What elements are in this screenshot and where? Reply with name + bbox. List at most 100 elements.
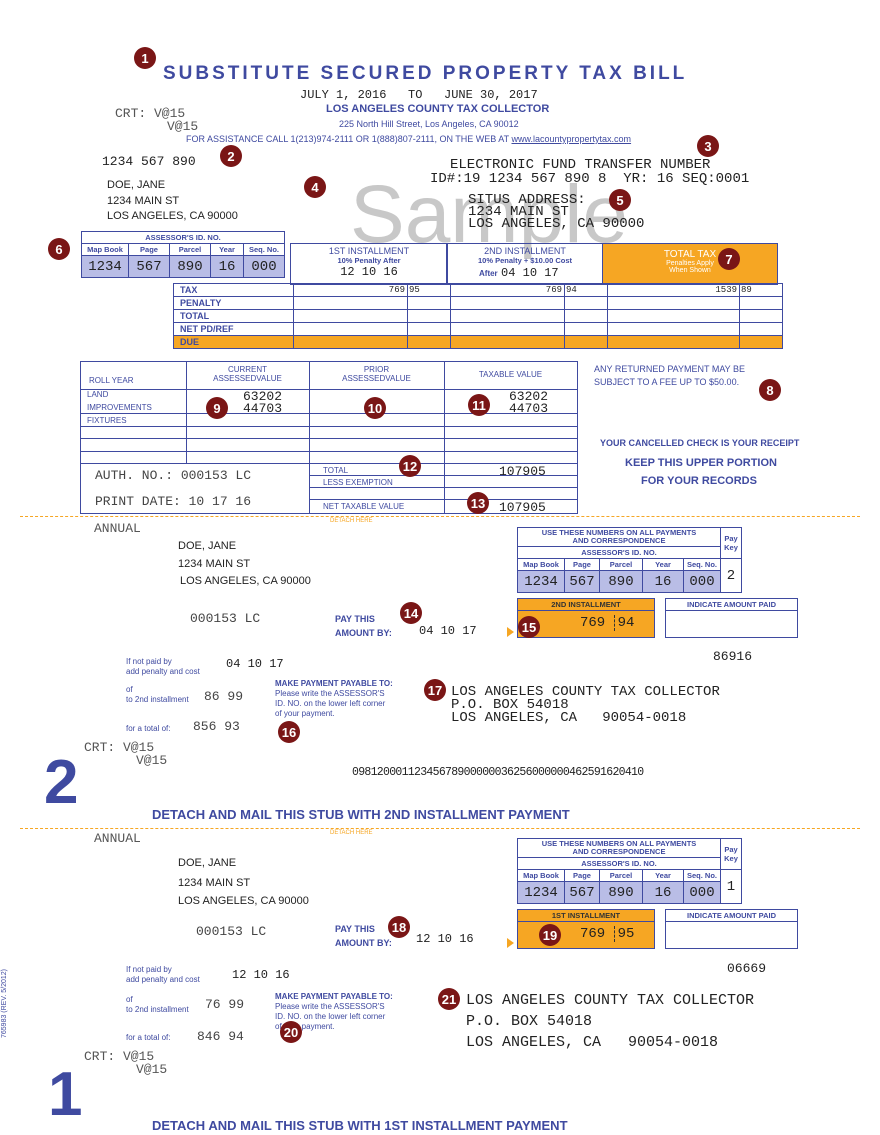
ain-col: Page [564, 869, 600, 882]
current-header-1: CURRENT [227, 365, 268, 374]
stub2-code: 86916 [713, 649, 753, 664]
stub2-indicate-box[interactable]: INDICATE AMOUNT PAID [665, 598, 798, 638]
stub2-amount-by: AMOUNT BY: [335, 628, 392, 638]
ain-page: 567 [564, 570, 600, 593]
stub2-paykey: 2 [720, 558, 742, 593]
ain-seq: 000 [683, 881, 721, 904]
stub2-payable: MAKE PAYMENT PAYABLE TO: Please write the… [275, 679, 393, 719]
ain-col: Year [642, 869, 684, 882]
to-2nd-label: to 2nd installment [126, 1005, 189, 1014]
payable-2: Please write the ASSESSOR'S [275, 689, 385, 698]
stub1-for-total: for a total of: [126, 1033, 171, 1042]
fixtures-label: FIXTURES [87, 416, 127, 425]
second-due-row: After 04 10 17 [447, 265, 603, 280]
first-due-date: 12 10 16 [340, 265, 398, 279]
taxable-header: TAXABLE VALUE [478, 370, 543, 379]
current-header-2: ASSESSEDVALUE [213, 374, 282, 383]
stub1-owner-street: 1234 MAIN ST [178, 877, 251, 889]
ain-col: Map Book [517, 558, 565, 571]
assistance-line: FOR ASSISTANCE CALL 1(213)974-2111 OR 1(… [186, 134, 631, 144]
owner-street: 1234 MAIN ST [107, 195, 180, 207]
keep-note-2: FOR YOUR RECORDS [641, 475, 757, 487]
if-not-2: add penalty and cost [126, 667, 200, 676]
owner-name: DOE, JANE [107, 179, 166, 191]
callout-2: 2 [220, 145, 242, 167]
detach-here: DETACH HERE [330, 518, 373, 524]
stub1-mail-address: LOS ANGELES COUNTY TAX COLLECTOR P.O. BOX… [466, 990, 754, 1053]
receipt-note: YOUR CANCELLED CHECK IS YOUR RECEIPT [600, 438, 800, 448]
detach-line [20, 516, 860, 517]
website-link[interactable]: www.lacountypropertytax.com [511, 134, 632, 144]
tax-second-dollars: 769 [450, 283, 565, 297]
second-installment-label: 2ND INSTALLMENT [484, 246, 566, 256]
stub1-penalty: 76 99 [205, 997, 245, 1012]
stub2-penalty: 86 99 [204, 689, 244, 704]
tax-first-cents: 95 [407, 283, 451, 297]
payable-1: MAKE PAYMENT PAYABLE TO: [275, 679, 393, 688]
stub2-crt: CRT: V@15 [84, 740, 155, 755]
total-value: 107905 [499, 464, 546, 479]
stub2-indicate-label: INDICATE AMOUNT PAID [666, 599, 797, 611]
ain-col: Year [642, 558, 684, 571]
values-table: CURRENT ASSESSEDVALUE PRIOR ASSESSEDVALUE … [80, 361, 578, 515]
stub2-total: 856 93 [193, 719, 240, 734]
improvements-label: IMPROVEMENTS [87, 403, 152, 412]
second-installment-box: 2ND INSTALLMENT 10% Penalty + $10.00 Cos… [446, 243, 604, 285]
callout-3: 3 [697, 135, 719, 157]
use-numbers-1: USE THESE NUMBERS ON ALL PAYMENTS [541, 528, 697, 537]
ain-col: Map Book [81, 243, 129, 256]
stub1-pay-this: PAY THIS [335, 924, 375, 934]
stub1-indicate-box[interactable]: INDICATE AMOUNT PAID [665, 909, 798, 949]
ain-col: Seq. No. [683, 869, 721, 882]
stub2-amount-row: 769 94 [518, 611, 654, 631]
stub2-paykey-label: Pay Key [720, 527, 742, 559]
stub1-ain-header: ASSESSOR'S ID. NO. [517, 857, 721, 870]
stub1-amount: 769 [580, 926, 606, 942]
ain-col: Parcel [599, 558, 643, 571]
callout-9: 9 [206, 397, 228, 419]
ain-col: Parcel [169, 243, 211, 256]
second-after: After [479, 269, 498, 278]
ain-year: 16 [642, 881, 684, 904]
stub2-arrow [507, 627, 514, 637]
returned-2: SUBJECT TO A FEE UP TO $50.00. [594, 377, 740, 387]
ain-year: 16 [210, 255, 244, 278]
stub1-amount-by: AMOUNT BY: [335, 938, 392, 948]
ain-col: Page [564, 558, 600, 571]
tax-row-label: TOTAL [173, 309, 294, 323]
stub1-penalty-date: 12 10 16 [232, 968, 290, 982]
watermark: Sample [350, 169, 629, 260]
tax-row-label: TAX [173, 283, 294, 297]
ain-mapbook: 1234 [517, 570, 565, 593]
situs-label: SITUS ADDRESS: [468, 192, 586, 208]
callout-6: 6 [48, 238, 70, 260]
auth-number: AUTH. NO.: 000153 LC [95, 468, 252, 483]
tax-total-cents: 89 [739, 283, 783, 297]
if-not-1: If not paid by [126, 657, 172, 666]
roll-year-label: ROLL YEAR [89, 376, 134, 385]
tax-second-cents: 94 [564, 283, 608, 297]
revision-code: 765983 (REV. 5/2012) [1, 968, 9, 1039]
addr-2: P.O. BOX 54018 [466, 1013, 593, 1030]
collector-name: LOS ANGELES COUNTY TAX COLLECTOR [326, 103, 550, 115]
ain-col: Year [210, 243, 244, 256]
stub1-lc: 000153 LC [196, 924, 267, 939]
callout-4: 4 [304, 176, 326, 198]
ain-col: Seq. No. [243, 243, 285, 256]
stub1-crt-2: V@15 [136, 1062, 168, 1077]
payable-3: ID. NO. on the lower left corner [275, 699, 386, 708]
stub1-annual: ANNUAL [94, 831, 141, 846]
ain-parcel: 890 [169, 255, 211, 278]
tax-row-label: DUE [173, 335, 294, 349]
stub2-owner-name: DOE, JANE [178, 540, 237, 552]
callout-15: 15 [518, 616, 540, 638]
detach-here: DETACH HERE [330, 830, 373, 836]
stub2-for-total: for a total of: [126, 724, 171, 733]
crt-code-2: V@15 [167, 119, 199, 134]
of-label: of [126, 685, 133, 694]
eft-id: ID#:19 1234 567 890 8 YR: 16 SEQ:0001 [430, 171, 750, 187]
addr-1: LOS ANGELES COUNTY TAX COLLECTOR [466, 992, 755, 1009]
stub2-use-numbers: USE THESE NUMBERS ON ALL PAYMENTS AND COR… [517, 527, 721, 547]
ain-col: Map Book [517, 869, 565, 882]
stub2-installment-label: 2ND INSTALLMENT [518, 599, 654, 611]
